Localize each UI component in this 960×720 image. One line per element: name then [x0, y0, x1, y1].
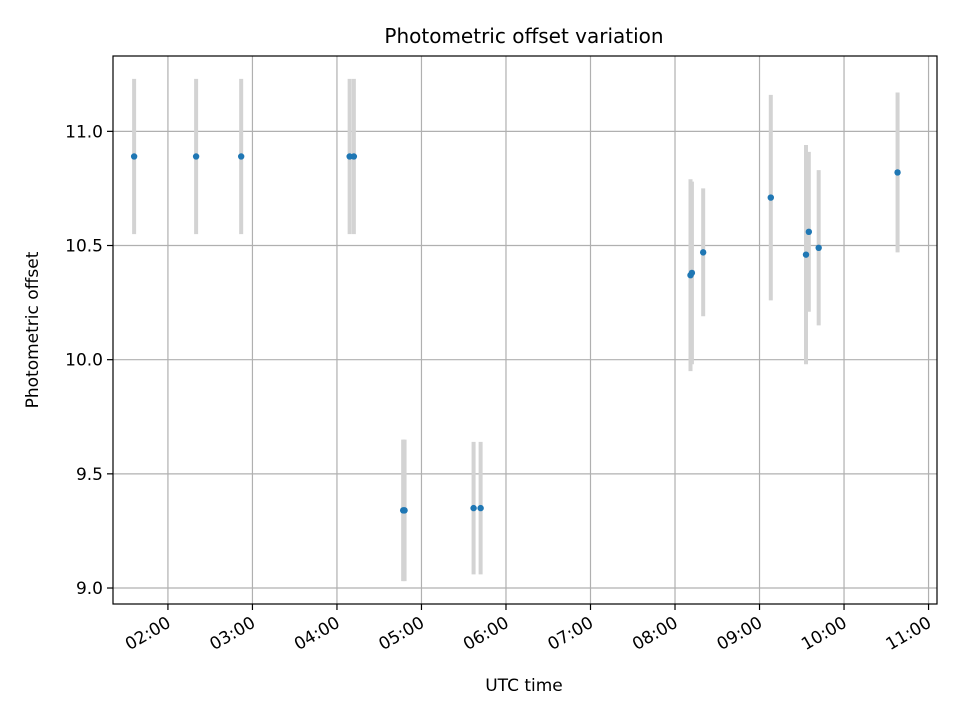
chart-title: Photometric offset variation	[384, 24, 663, 48]
x-axis-label: UTC time	[485, 676, 563, 696]
grid	[113, 56, 937, 604]
data-point	[815, 244, 822, 251]
data-point	[130, 153, 138, 160]
data-point	[237, 153, 245, 160]
data-point	[192, 153, 200, 160]
y-axis: 9.0 9.5 10.0 10.5 11.0	[65, 122, 113, 599]
plot-frame	[112, 55, 938, 605]
y-tick-label: 10.5	[65, 237, 103, 257]
y-tick-label: 11.0	[65, 122, 103, 142]
data-point	[699, 249, 707, 256]
data-point	[470, 504, 477, 512]
data-point	[477, 504, 484, 512]
data-point	[805, 228, 813, 236]
data-point	[401, 507, 408, 514]
data-point	[767, 194, 774, 201]
data-points	[130, 153, 901, 514]
y-axis-label: Photometric offset	[23, 251, 43, 408]
data-point	[688, 269, 696, 277]
data-point	[802, 251, 810, 258]
y-tick-label: 10.0	[65, 351, 103, 371]
y-tick-label: 9.0	[76, 579, 103, 599]
data-point	[350, 153, 358, 160]
data-point	[894, 169, 901, 176]
y-tick-label: 9.5	[76, 465, 103, 485]
